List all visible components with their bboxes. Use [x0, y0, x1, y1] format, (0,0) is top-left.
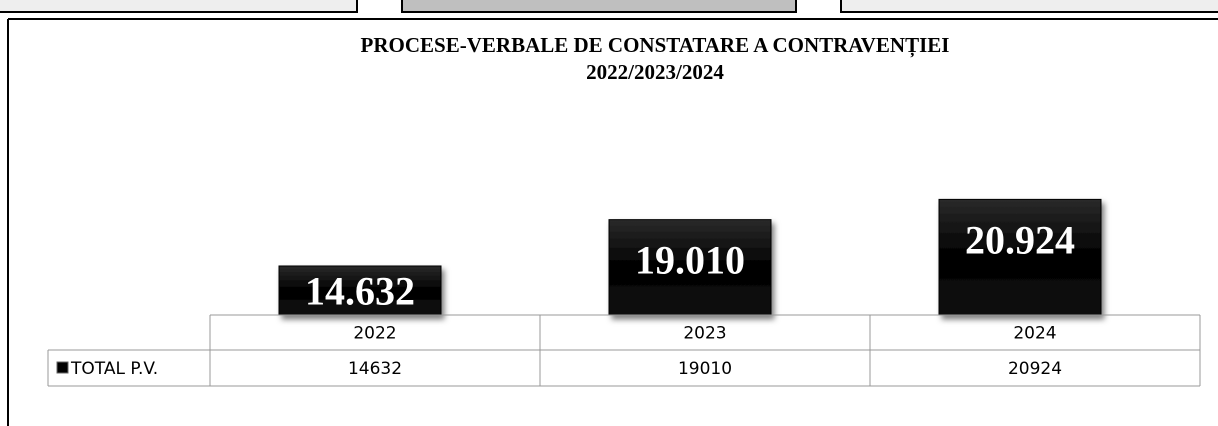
tab	[401, 0, 797, 13]
bar	[608, 219, 772, 316]
table-value: 14632	[348, 359, 402, 379]
tab	[0, 0, 358, 13]
bar	[278, 265, 442, 316]
data-label: 14.632	[305, 268, 415, 313]
chart-title: 2022/2023/2024	[586, 60, 724, 84]
x-tick-label: 2024	[1013, 324, 1056, 344]
table-value: 19010	[678, 359, 732, 379]
table-value: 20924	[1008, 359, 1062, 379]
data-label: 20.924	[965, 217, 1075, 262]
tab	[840, 0, 1218, 13]
chart-title: PROCESE-VERBALE DE CONSTATARE A CONTRAVE…	[361, 33, 950, 58]
x-tick-label: 2022	[353, 324, 396, 344]
x-tick-label: 2023	[683, 324, 726, 344]
bar	[938, 198, 1102, 316]
legend-key	[56, 361, 69, 374]
legend-label: TOTAL P.V.	[70, 359, 158, 379]
data-label: 19.010	[635, 238, 745, 283]
